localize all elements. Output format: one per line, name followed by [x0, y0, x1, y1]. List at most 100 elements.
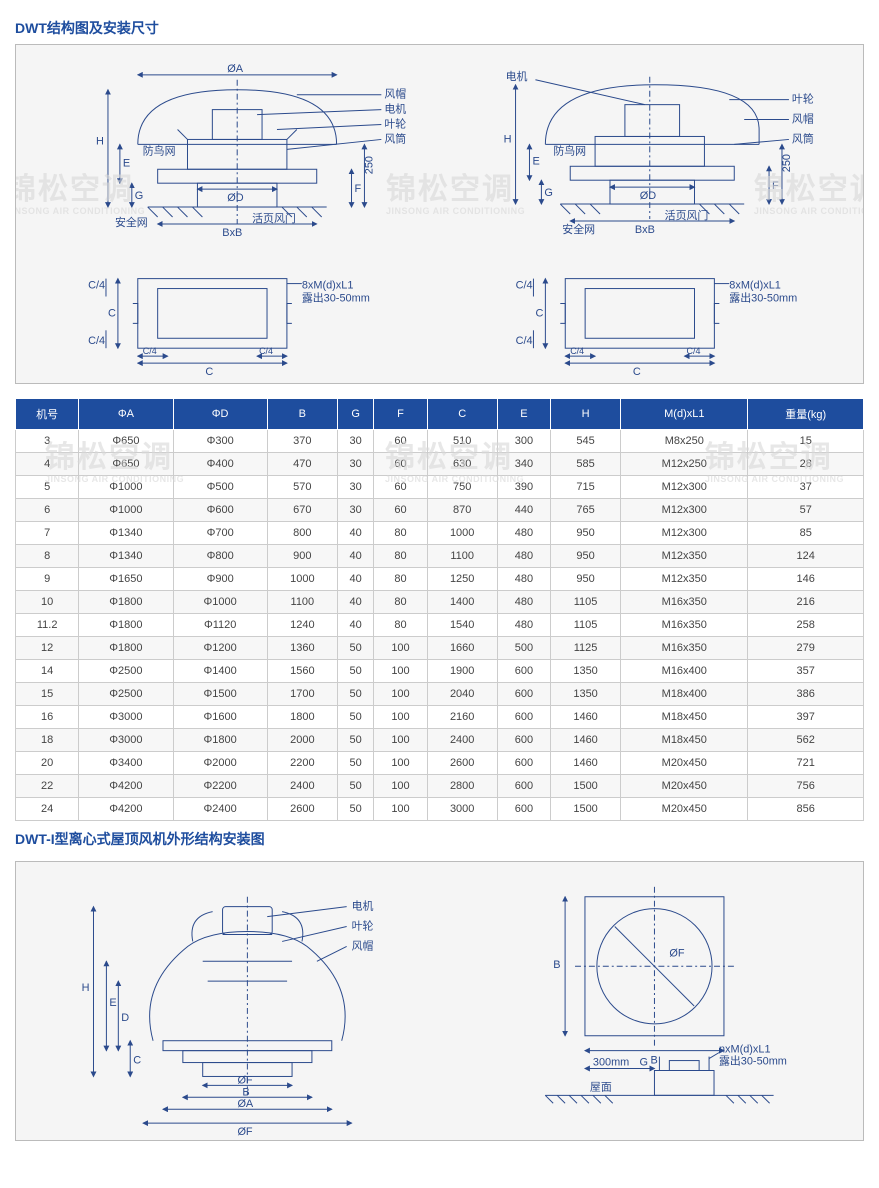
diagram-box-1: 锦松空调 JINSONG AIR CONDITIONING 锦松空调 JINSO…	[15, 44, 864, 384]
table-cell: 216	[748, 591, 864, 614]
table-cell: 80	[374, 568, 427, 591]
svg-text:风帽: 风帽	[352, 939, 374, 952]
table-row: 18Φ3000Φ180020005010024006001460M18x4505…	[16, 729, 864, 752]
table-header: 重量(kg)	[748, 399, 864, 430]
table-cell: M16x350	[621, 637, 748, 660]
table-cell: Φ3000	[79, 706, 173, 729]
table-cell: 1460	[551, 752, 621, 775]
table-cell: 4	[16, 453, 79, 476]
table-row: 16Φ3000Φ160018005010021606001460M18x4503…	[16, 706, 864, 729]
table-cell: 80	[374, 522, 427, 545]
table-cell: 2600	[267, 798, 337, 821]
svg-text:C/4: C/4	[143, 346, 157, 356]
table-cell: Φ650	[79, 453, 173, 476]
table-cell: 85	[748, 522, 864, 545]
table-cell: 1350	[551, 660, 621, 683]
table-cell: 480	[497, 591, 550, 614]
svg-text:B: B	[650, 1055, 657, 1067]
table-cell: 1250	[427, 568, 497, 591]
table-cell: 1560	[267, 660, 337, 683]
table-cell: 18	[16, 729, 79, 752]
table-cell: 50	[337, 775, 373, 798]
svg-text:G: G	[544, 187, 553, 199]
table-header: ΦD	[173, 399, 267, 430]
table-cell: 1240	[267, 614, 337, 637]
table-cell: 721	[748, 752, 864, 775]
table-cell: 470	[267, 453, 337, 476]
table-cell: Φ1200	[173, 637, 267, 660]
table-cell: 756	[748, 775, 864, 798]
table-cell: 100	[374, 660, 427, 683]
table-cell: Φ1800	[79, 637, 173, 660]
table-row: 5Φ1000Φ5005703060750390715M12x30037	[16, 476, 864, 499]
svg-text:叶轮: 叶轮	[792, 92, 814, 106]
svg-text:B: B	[242, 1086, 249, 1098]
svg-text:露出30-50mm: 露出30-50mm	[302, 290, 370, 304]
table-cell: 14	[16, 660, 79, 683]
table-cell: 600	[497, 752, 550, 775]
svg-text:C: C	[535, 307, 543, 319]
svg-text:C: C	[133, 1055, 141, 1067]
table-cell: M18x450	[621, 706, 748, 729]
table-cell: M18x400	[621, 683, 748, 706]
svg-text:屋面: 屋面	[590, 1080, 612, 1093]
table-cell: M20x450	[621, 752, 748, 775]
table-cell: 2400	[267, 775, 337, 798]
table-cell: 585	[551, 453, 621, 476]
svg-text:300mm: 300mm	[593, 1057, 629, 1069]
svg-text:C/4: C/4	[88, 335, 105, 347]
svg-text:E: E	[532, 155, 539, 167]
table-cell: Φ1000	[79, 476, 173, 499]
table-cell: 562	[748, 729, 864, 752]
table-cell: 357	[748, 660, 864, 683]
table-cell: 397	[748, 706, 864, 729]
table-cell: 1360	[267, 637, 337, 660]
svg-text:露出30-50mm: 露出30-50mm	[719, 1054, 787, 1068]
table-cell: 570	[267, 476, 337, 499]
table-cell: Φ4200	[79, 775, 173, 798]
table-cell: 10	[16, 591, 79, 614]
table-row: 8Φ1340Φ80090040801100480950M12x350124	[16, 545, 864, 568]
svg-text:C/4: C/4	[687, 346, 701, 356]
table-cell: 2600	[427, 752, 497, 775]
svg-text:安全网: 安全网	[115, 215, 148, 229]
table-cell: 600	[497, 798, 550, 821]
table-cell: 2200	[267, 752, 337, 775]
table-header: H	[551, 399, 621, 430]
table-cell: 11.2	[16, 614, 79, 637]
table-cell: Φ1600	[173, 706, 267, 729]
table-cell: 2160	[427, 706, 497, 729]
table-cell: 22	[16, 775, 79, 798]
table-cell: 480	[497, 522, 550, 545]
table-cell: 600	[497, 660, 550, 683]
svg-text:C/4: C/4	[516, 280, 533, 292]
svg-text:电机: 电机	[506, 69, 528, 83]
table-cell: 50	[337, 798, 373, 821]
table-cell: M12x300	[621, 476, 748, 499]
table-cell: 2400	[427, 729, 497, 752]
svg-text:叶轮: 叶轮	[384, 117, 406, 131]
table-cell: 16	[16, 706, 79, 729]
table-cell: 1000	[267, 568, 337, 591]
svg-text:防鸟网: 防鸟网	[553, 143, 586, 157]
table-cell: 480	[497, 614, 550, 637]
table-cell: 100	[374, 683, 427, 706]
table-cell: 370	[267, 430, 337, 453]
table-cell: M12x350	[621, 545, 748, 568]
table-header: 机号	[16, 399, 79, 430]
table-cell: 1800	[267, 706, 337, 729]
table-cell: 60	[374, 430, 427, 453]
table-cell: Φ1400	[173, 660, 267, 683]
table-cell: M16x350	[621, 591, 748, 614]
svg-text:防鸟网: 防鸟网	[143, 143, 176, 157]
table-cell: Φ700	[173, 522, 267, 545]
svg-text:活页风门: 活页风门	[665, 208, 709, 222]
table-cell: 500	[497, 637, 550, 660]
table-cell: M20x450	[621, 775, 748, 798]
table-cell: 100	[374, 729, 427, 752]
svg-text:E: E	[109, 997, 116, 1009]
table-cell: 1500	[551, 798, 621, 821]
table-cell: Φ650	[79, 430, 173, 453]
table-cell: 600	[497, 775, 550, 798]
table-cell: 1350	[551, 683, 621, 706]
